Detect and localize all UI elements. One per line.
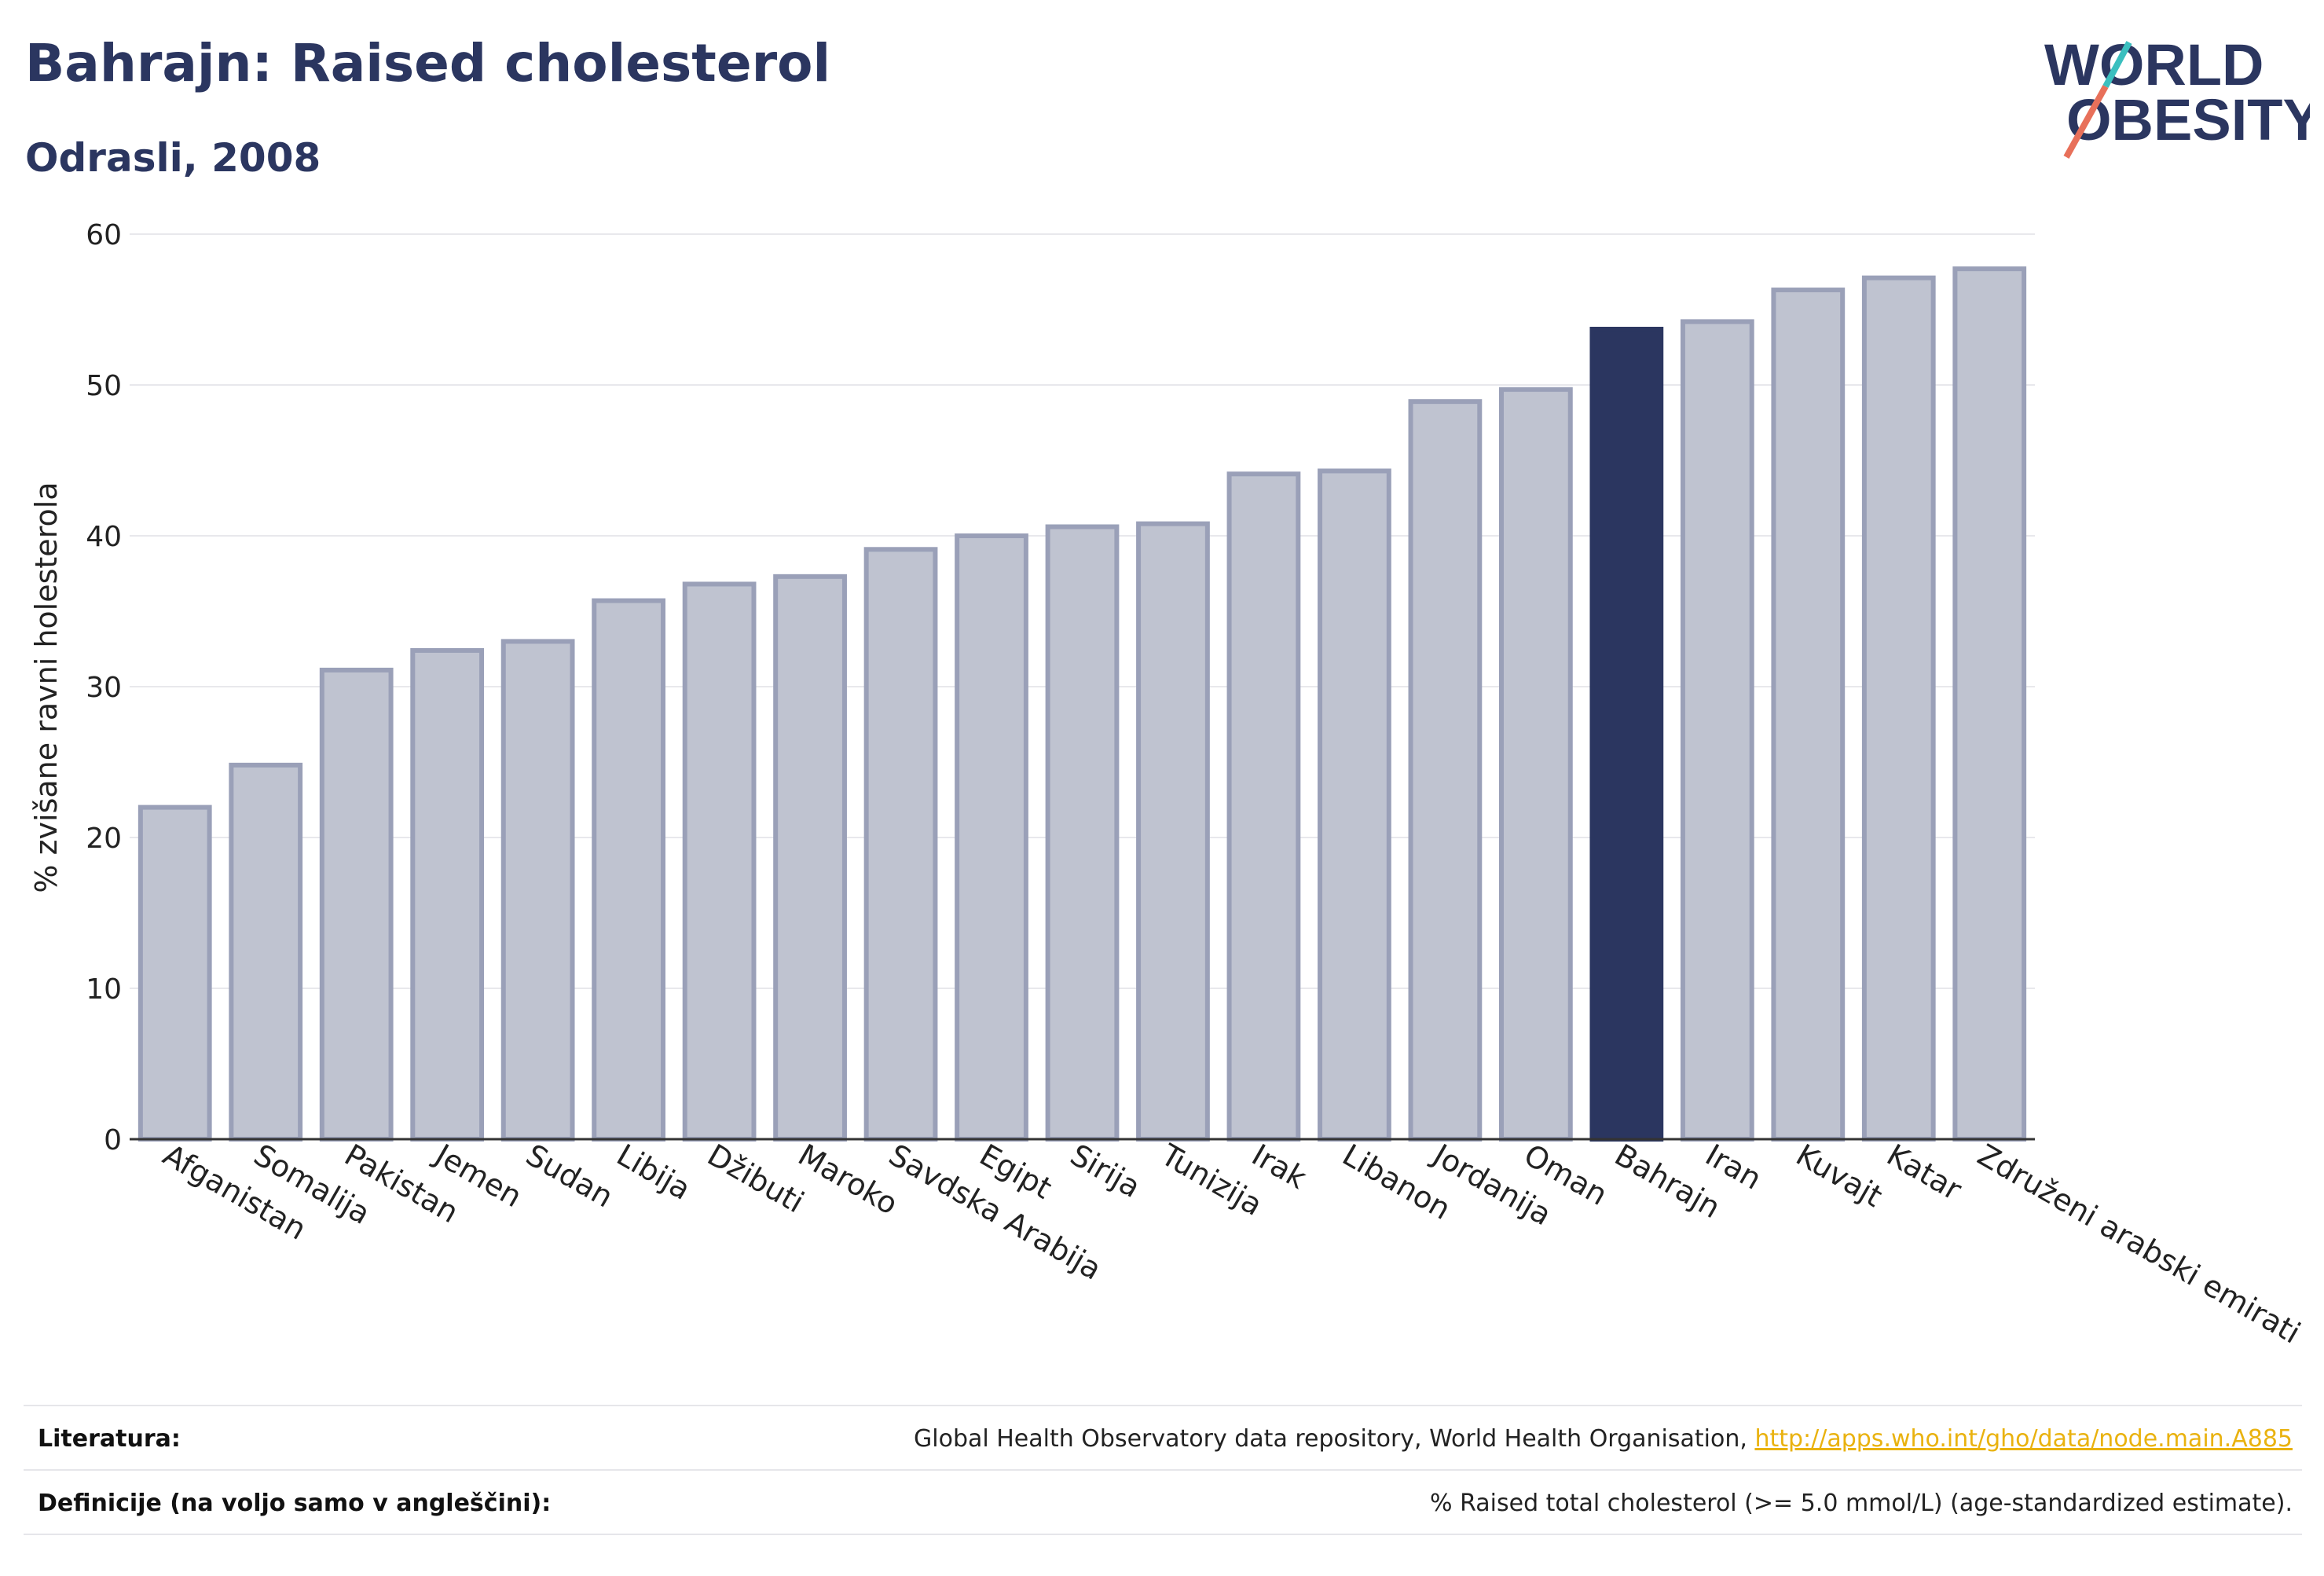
bar-pakistan: [319, 667, 394, 1142]
sources-text: Global Health Observatory data repositor…: [914, 1425, 1755, 1453]
bar-libija: [592, 598, 665, 1142]
x-tick-label: Maroko: [793, 1138, 904, 1222]
y-axis-label: % zvišane ravni holesterola: [29, 482, 64, 892]
y-tick-label: 20: [86, 823, 122, 855]
bar-kuvajt: [1771, 288, 1846, 1142]
bar-sudan: [500, 639, 575, 1142]
bar-katar: [1861, 275, 1936, 1142]
x-tick-label: Džibuti: [702, 1138, 810, 1220]
bar-džibuti: [682, 581, 757, 1142]
x-tick-label: Sudan: [520, 1138, 619, 1215]
bar-sirija: [1045, 524, 1120, 1142]
bar-bahrajn: [1589, 326, 1664, 1142]
footer-divider-top: [24, 1405, 2302, 1406]
y-tick-label: 60: [86, 219, 122, 251]
bar-afganistan: [137, 804, 212, 1142]
page-subtitle: Odrasli, 2008: [25, 135, 321, 181]
footer-divider-mid: [24, 1469, 2302, 1471]
world-obesity-logo-icon: WORLD OBESITY: [2044, 32, 2310, 159]
bar-združeni-arabski-emirati: [1952, 266, 2027, 1142]
definitions-label: Definicije (na voljo samo v angleščini):: [38, 1490, 552, 1517]
x-tick-label: Katar: [1881, 1138, 1967, 1208]
bar-maroko: [773, 574, 847, 1142]
x-tick-label: Tunizija: [1155, 1137, 1269, 1222]
x-tick-label: Libija: [611, 1138, 697, 1207]
x-tick-label: Združeni arabski emirati: [1972, 1138, 2307, 1351]
bar-egipt: [955, 533, 1028, 1142]
logo-line2: OBESITY: [2066, 87, 2310, 152]
bar-savdska-arabija: [863, 547, 938, 1142]
x-tick-label: Sirija: [1065, 1138, 1146, 1204]
sources-link[interactable]: http://apps.who.int/gho/data/node.main.A…: [1754, 1425, 2293, 1453]
bar-tunizija: [1136, 521, 1210, 1142]
definitions-value: % Raised total cholesterol (>= 5.0 mmol/…: [1430, 1490, 2293, 1517]
logo-line1: WORLD: [2044, 32, 2264, 97]
sources-value: Global Health Observatory data repositor…: [914, 1425, 2293, 1453]
y-tick-label: 0: [104, 1124, 122, 1156]
bar-irak: [1226, 471, 1301, 1142]
bar-jordanija: [1408, 399, 1483, 1142]
x-tick-label: Kuvajt: [1791, 1138, 1888, 1214]
y-tick-label: 40: [86, 521, 122, 553]
footer-divider-bottom: [24, 1534, 2302, 1535]
bar-jemen: [410, 647, 485, 1142]
page-title: Bahrajn: Raised cholesterol: [25, 33, 831, 93]
y-tick-label: 10: [86, 973, 122, 1006]
bar-somalija: [229, 762, 303, 1142]
bar-iran: [1680, 319, 1754, 1142]
bar-oman: [1499, 387, 1573, 1142]
y-tick-label: 30: [86, 672, 122, 704]
y-tick-label: 50: [86, 370, 122, 402]
bar-libanon: [1318, 468, 1391, 1142]
sources-label: Literatura:: [38, 1425, 181, 1453]
